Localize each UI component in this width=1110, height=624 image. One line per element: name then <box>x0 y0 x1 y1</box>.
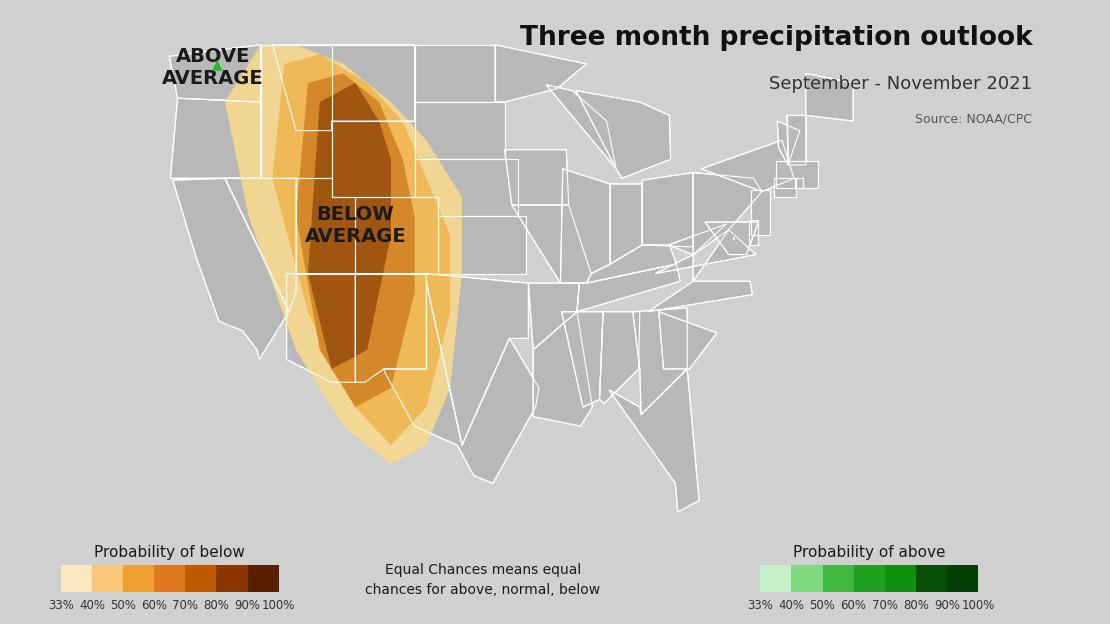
Text: 60%: 60% <box>141 599 168 612</box>
Polygon shape <box>415 159 517 217</box>
Polygon shape <box>286 273 355 383</box>
Polygon shape <box>655 230 756 281</box>
Polygon shape <box>272 54 451 445</box>
Text: 80%: 80% <box>203 599 230 612</box>
Polygon shape <box>415 102 505 159</box>
Polygon shape <box>307 83 391 369</box>
Polygon shape <box>562 312 603 407</box>
Polygon shape <box>225 178 296 312</box>
Text: 90%: 90% <box>934 599 960 612</box>
Polygon shape <box>599 312 639 403</box>
Bar <box>248 565 279 592</box>
Polygon shape <box>648 281 753 312</box>
Polygon shape <box>261 45 332 178</box>
Text: September - November 2021: September - November 2021 <box>769 75 1032 93</box>
Bar <box>885 565 916 592</box>
Text: Source: NOAA/CPC: Source: NOAA/CPC <box>916 112 1032 125</box>
Polygon shape <box>169 45 261 102</box>
Bar <box>947 565 978 592</box>
Polygon shape <box>658 312 717 369</box>
Bar <box>854 565 885 592</box>
Polygon shape <box>610 184 643 264</box>
Polygon shape <box>426 273 528 445</box>
Text: 70%: 70% <box>871 599 898 612</box>
Text: 100%: 100% <box>961 599 995 612</box>
Text: 80%: 80% <box>902 599 929 612</box>
Bar <box>791 565 823 592</box>
Polygon shape <box>776 161 818 188</box>
Polygon shape <box>171 98 261 178</box>
Polygon shape <box>495 45 586 102</box>
Text: 33%: 33% <box>747 599 774 612</box>
Polygon shape <box>787 115 806 165</box>
Polygon shape <box>777 121 800 165</box>
Polygon shape <box>609 369 699 512</box>
Polygon shape <box>576 90 670 178</box>
Bar <box>154 565 185 592</box>
Text: Probability of above: Probability of above <box>793 545 946 560</box>
Polygon shape <box>296 74 415 407</box>
Text: Three month precipitation outlook: Three month precipitation outlook <box>519 25 1032 51</box>
Polygon shape <box>577 264 680 312</box>
Polygon shape <box>795 178 804 188</box>
Text: Probability of below: Probability of below <box>94 545 245 560</box>
Bar <box>760 565 791 592</box>
Polygon shape <box>173 178 289 359</box>
Bar <box>823 565 854 592</box>
Polygon shape <box>546 85 616 168</box>
Polygon shape <box>332 121 415 197</box>
Polygon shape <box>643 173 693 247</box>
Polygon shape <box>586 245 677 283</box>
Bar <box>916 565 947 592</box>
Polygon shape <box>512 205 592 283</box>
Text: 50%: 50% <box>110 599 137 612</box>
Bar <box>92 565 123 592</box>
Polygon shape <box>751 190 770 235</box>
Polygon shape <box>705 222 758 255</box>
Polygon shape <box>438 217 526 273</box>
Bar <box>123 565 154 592</box>
Polygon shape <box>693 173 761 255</box>
Text: 40%: 40% <box>778 599 805 612</box>
Text: 60%: 60% <box>840 599 867 612</box>
Polygon shape <box>384 283 539 484</box>
Polygon shape <box>749 220 758 245</box>
Bar <box>185 565 216 592</box>
Text: 100%: 100% <box>262 599 295 612</box>
Text: Equal Chances means equal
chances for above, normal, below: Equal Chances means equal chances for ab… <box>365 563 601 598</box>
Polygon shape <box>415 45 495 102</box>
Polygon shape <box>225 45 462 464</box>
Polygon shape <box>272 45 415 130</box>
Polygon shape <box>774 178 796 197</box>
Polygon shape <box>528 283 579 350</box>
Polygon shape <box>561 168 610 283</box>
Text: 33%: 33% <box>48 599 74 612</box>
Polygon shape <box>633 308 687 415</box>
Polygon shape <box>702 140 794 192</box>
Text: 40%: 40% <box>79 599 105 612</box>
Polygon shape <box>668 224 726 255</box>
Polygon shape <box>533 312 593 426</box>
Text: 50%: 50% <box>809 599 836 612</box>
Polygon shape <box>505 150 568 205</box>
Polygon shape <box>806 74 854 121</box>
Polygon shape <box>296 178 355 273</box>
Text: 90%: 90% <box>234 599 261 612</box>
Polygon shape <box>355 197 438 273</box>
Text: BELOW
AVERAGE: BELOW AVERAGE <box>304 205 406 246</box>
Polygon shape <box>734 237 735 239</box>
Text: 70%: 70% <box>172 599 199 612</box>
Bar <box>216 565 248 592</box>
Text: ▲: ▲ <box>212 57 223 72</box>
Text: ABOVE
AVERAGE: ABOVE AVERAGE <box>162 47 264 88</box>
Bar <box>61 565 92 592</box>
Polygon shape <box>355 273 426 383</box>
